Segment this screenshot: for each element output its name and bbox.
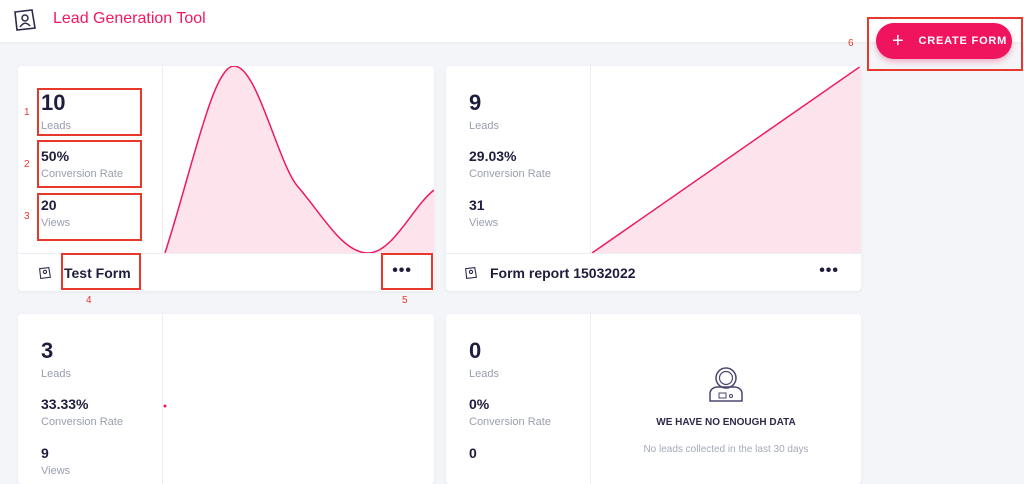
conversion-label: Conversion Rate (41, 416, 123, 428)
no-data-title: WE HAVE NO ENOUGH DATA (656, 417, 796, 428)
create-form-label: CREATE FORM (918, 35, 1008, 47)
views-label: Views (41, 217, 71, 229)
annotation-box (37, 140, 142, 188)
form-card[interactable]: 0 Leads 0% Conversion Rate 0 WE HAVE NO EN… (446, 314, 861, 484)
stats-panel: 3 Leads 33.33% Conversion Rate 9 Views (18, 314, 163, 484)
card-footer: Test Form ••• (18, 253, 434, 291)
leads-chart (591, 66, 861, 253)
no-data-panel: WE HAVE NO ENOUGH DATA No leads collecte… (591, 314, 861, 484)
annotation-number: 6 (848, 38, 854, 49)
form-name[interactable]: Test Form (64, 264, 131, 281)
stats-panel: 10 Leads 50% Conversion Rate 20 Views (18, 66, 163, 253)
leads-line (164, 66, 434, 253)
more-options-button[interactable]: ••• (819, 262, 839, 279)
stats-panel: 0 Leads 0% Conversion Rate 0 (446, 314, 591, 484)
annotation-box (867, 17, 1023, 71)
annotation-number: 1 (24, 107, 30, 118)
conversion-rate: 33.33% (41, 396, 89, 412)
conversion-rate: 50% (41, 148, 70, 164)
plus-icon: + (892, 29, 905, 52)
leads-chart (164, 66, 434, 253)
form-name[interactable]: Form report 15032022 (490, 264, 636, 281)
app-title: Lead Generation Tool (53, 10, 206, 27)
leads-label: Leads (469, 368, 499, 380)
annotation-number: 3 (24, 211, 30, 222)
form-card[interactable]: 9 Leads 29.03% Conversion Rate 31 Views For… (446, 66, 861, 291)
annotation-number: 5 (402, 295, 408, 306)
more-options-button[interactable]: ••• (392, 262, 412, 279)
leads-label: Leads (469, 120, 499, 132)
app-header: Lead Generation Tool (0, 0, 1024, 42)
views-label: Views (469, 217, 499, 229)
conversion-label: Conversion Rate (469, 168, 551, 180)
leads-count: 3 (41, 338, 54, 363)
card-footer: Form report 15032022 ••• (446, 253, 861, 291)
annotation-box (381, 253, 433, 290)
create-form-button[interactable]: + CREATE FORM (876, 23, 1012, 59)
leads-label: Leads (41, 120, 71, 132)
leads-label: Leads (41, 368, 71, 380)
form-icon (39, 266, 52, 279)
annotation-box (37, 193, 142, 241)
conversion-label: Conversion Rate (41, 168, 123, 180)
views-label: Views (41, 465, 71, 477)
views-count: 0 (469, 445, 477, 461)
views-count: 9 (41, 445, 49, 461)
annotation-number: 4 (86, 295, 92, 306)
annotation-box (61, 253, 141, 290)
no-data-text: No leads collected in the last 30 days (643, 444, 809, 455)
data-point (163, 404, 167, 408)
astronaut-icon (709, 367, 743, 402)
conversion-rate: 0% (469, 396, 490, 412)
views-count: 20 (41, 197, 57, 213)
form-card[interactable]: 3 Leads 33.33% Conversion Rate 9 Views (18, 314, 434, 484)
conversion-label: Conversion Rate (469, 416, 551, 428)
leads-count: 10 (41, 90, 66, 115)
stats-panel: 9 Leads 29.03% Conversion Rate 31 Views (446, 66, 591, 253)
leads-line (591, 66, 861, 253)
views-count: 31 (469, 197, 485, 213)
leads-count: 9 (469, 90, 482, 115)
leads-chart (163, 404, 167, 408)
form-person-icon (14, 9, 36, 31)
annotation-box (37, 88, 142, 136)
leads-count: 0 (469, 338, 482, 363)
form-icon (465, 266, 478, 279)
conversion-rate: 29.03% (469, 148, 517, 164)
annotation-number: 2 (24, 159, 30, 170)
